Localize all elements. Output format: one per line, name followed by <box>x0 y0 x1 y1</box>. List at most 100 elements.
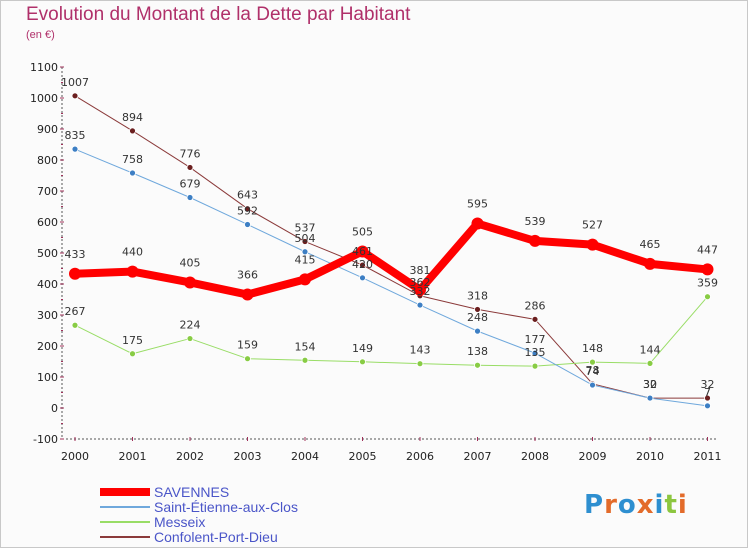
data-label: 758 <box>122 153 143 166</box>
data-point <box>531 349 539 357</box>
data-point <box>704 402 711 410</box>
series-1 <box>71 145 711 410</box>
x-tick-label: 2002 <box>176 450 204 463</box>
data-label: 148 <box>582 342 603 355</box>
series-line <box>74 95 708 399</box>
data-label: 643 <box>237 189 258 202</box>
data-point <box>586 238 599 251</box>
data-point <box>359 261 366 269</box>
data-label: 138 <box>467 345 488 358</box>
data-label: 539 <box>525 215 546 228</box>
y-tick-label: 100 <box>37 371 58 384</box>
x-tick-label: 2008 <box>521 450 549 463</box>
x-tick-label: 2003 <box>234 450 262 463</box>
data-label: 286 <box>525 299 546 312</box>
data-point <box>704 394 711 402</box>
series-line <box>74 148 708 407</box>
data-label: 318 <box>467 289 488 302</box>
data-label: 74 <box>586 365 600 378</box>
data-point <box>129 127 136 135</box>
data-label: 366 <box>237 269 258 282</box>
y-tick-label: 0 <box>51 402 58 415</box>
data-point <box>129 169 136 177</box>
data-point <box>414 283 426 296</box>
data-point <box>474 306 481 313</box>
legend-label: SAVENNES <box>154 484 230 500</box>
data-point <box>186 164 194 171</box>
data-label: 154 <box>295 340 316 353</box>
data-label: 159 <box>237 339 258 352</box>
y-tick-label: 200 <box>37 340 58 353</box>
x-tick-label: 2009 <box>579 450 607 463</box>
data-label: 30 <box>643 378 657 391</box>
data-point <box>589 381 596 389</box>
data-point <box>184 276 196 289</box>
data-label: 143 <box>410 344 431 357</box>
x-tick-label: 2005 <box>349 450 377 463</box>
legend-label: Confolent-Port-Dieu <box>154 529 278 545</box>
data-label: 1007 <box>61 76 89 89</box>
data-point <box>126 265 139 278</box>
chart-title: Evolution du Montant de la Dette par Hab… <box>26 4 411 25</box>
y-tick-label: 1100 <box>30 61 58 74</box>
data-label: 267 <box>65 305 86 318</box>
data-point <box>301 356 309 364</box>
legend-label: Messeix <box>154 514 206 530</box>
data-point <box>129 350 136 358</box>
data-point <box>471 217 484 230</box>
logo-letter: t <box>664 490 678 520</box>
data-label: 248 <box>467 311 488 324</box>
legend-swatch <box>100 521 150 523</box>
y-tick-label: 600 <box>37 216 58 229</box>
data-point <box>301 248 309 256</box>
data-point <box>299 273 311 286</box>
x-tick-label: 2010 <box>636 450 664 463</box>
data-point <box>589 358 596 366</box>
legend-swatch <box>100 488 150 496</box>
data-label: 78 <box>586 364 600 377</box>
data-label: 177 <box>525 333 546 346</box>
data-label: 362 <box>410 276 431 289</box>
data-point <box>71 321 79 329</box>
data-point <box>529 234 541 247</box>
axis-layer: -100 0 100 200 300 400 500 600 700 800 900 1000 1100… <box>30 61 722 463</box>
data-point <box>701 263 714 276</box>
y-tick-label: 500 <box>37 247 58 260</box>
data-label: 7 <box>704 386 711 399</box>
data-label: 175 <box>122 334 143 347</box>
data-label: 135 <box>525 346 546 359</box>
data-label: 440 <box>122 246 143 259</box>
x-tick-label: 2006 <box>406 450 434 463</box>
data-point <box>71 92 79 100</box>
data-label: 405 <box>180 256 201 269</box>
logo-letter: x <box>636 490 655 520</box>
data-label: 32 <box>701 378 715 391</box>
data-label: 679 <box>180 178 201 191</box>
data-label: 505 <box>352 225 373 238</box>
data-point <box>244 355 251 363</box>
data-label: 461 <box>352 245 373 258</box>
y-tick-label: 300 <box>37 309 58 322</box>
data-label: 592 <box>237 204 258 217</box>
y-tick-label: 700 <box>37 185 58 198</box>
logo-letter: r <box>604 490 618 520</box>
data-point <box>416 301 424 309</box>
data-point <box>474 327 481 335</box>
data-label: 415 <box>295 253 316 266</box>
data-point <box>359 358 366 366</box>
data-point <box>416 360 424 368</box>
data-point <box>356 245 369 258</box>
y-tick-label: 900 <box>37 123 58 136</box>
data-point <box>474 361 481 369</box>
series-layer <box>69 92 714 410</box>
legend-swatch <box>100 536 150 538</box>
data-point <box>244 221 251 228</box>
data-point <box>301 238 309 245</box>
series-3 <box>71 92 711 402</box>
logo-letter: P <box>584 490 605 520</box>
data-point <box>359 274 366 282</box>
data-label-layer: 433 440 405 366 415 505 381 595 539 527 465 447 835 7… <box>61 76 718 399</box>
data-label: 527 <box>582 219 603 232</box>
chart-unit-label: (en €) <box>26 29 55 41</box>
